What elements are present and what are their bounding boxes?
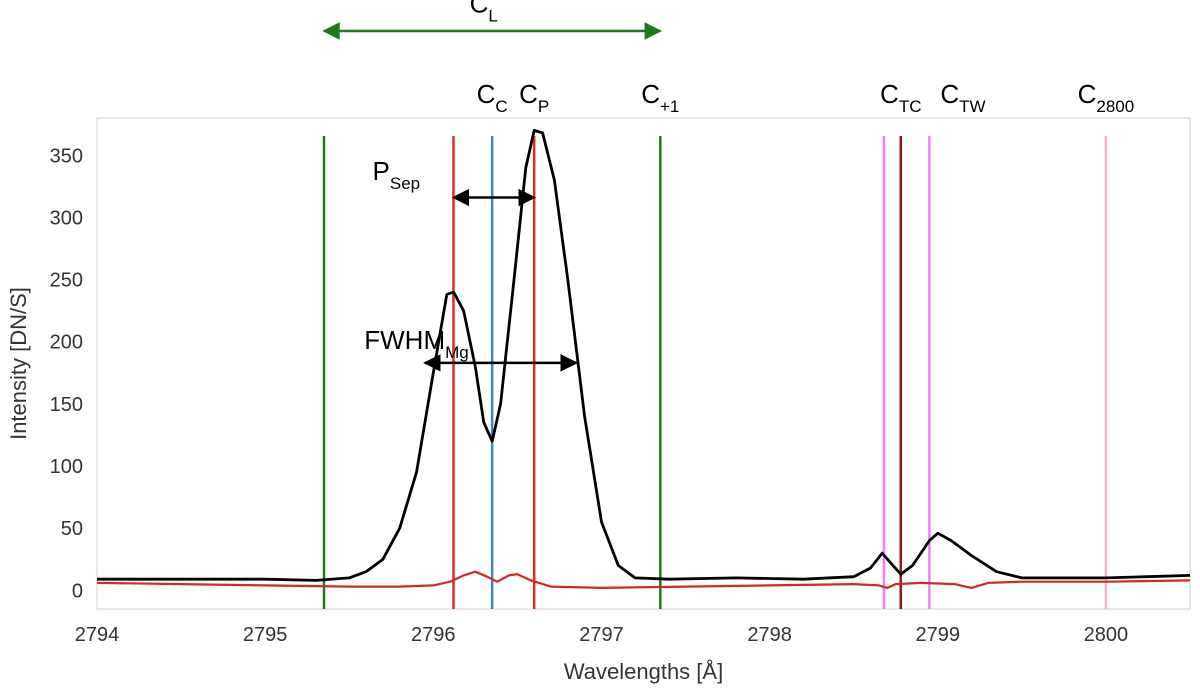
x-tick-label: 2799 [916, 624, 961, 646]
x-tick-label: 2797 [579, 624, 624, 646]
annotation-subscript: L [488, 6, 497, 25]
annotation-subscript: TW [959, 97, 985, 116]
y-tick-label: 0 [72, 580, 83, 602]
annotation-main: FWHM [364, 325, 445, 355]
annotation-subscript: Mg [445, 343, 469, 362]
annotation-subscript: C [495, 97, 507, 116]
series-line-1 [96, 570, 1191, 589]
annotation-label: PSep [373, 156, 421, 193]
annotation-main: P [373, 156, 390, 186]
annotation-main: C [519, 79, 538, 109]
annotation-main: C [477, 79, 496, 109]
annotation-main: C [880, 79, 899, 109]
x-tick-label: 2798 [747, 624, 792, 646]
x-tick-label: 2794 [75, 624, 120, 646]
annotation-subscript: TC [899, 97, 922, 116]
x-tick-label: 2795 [243, 624, 288, 646]
annotation-subscript: +1 [660, 97, 679, 116]
x-axis-title: Wavelengths [Å] [564, 659, 723, 684]
x-tick-label: 2800 [1084, 624, 1129, 646]
y-tick-label: 100 [50, 456, 83, 478]
annotation-main: C [470, 0, 489, 18]
annotation-label: CC [477, 79, 508, 116]
annotation-label: CL [470, 0, 498, 25]
y-tick-label: 50 [61, 518, 83, 540]
annotation-label: CP [519, 79, 549, 116]
annotation-main: C [1078, 79, 1097, 109]
y-tick-label: 150 [50, 394, 83, 416]
x-tick-label: 2796 [411, 624, 456, 646]
annotation-label: CTC [880, 79, 921, 116]
annotation-main: C [641, 79, 660, 109]
plot-area [96, 117, 1191, 610]
annotation-main: C [940, 79, 959, 109]
y-tick-label: 350 [50, 145, 83, 167]
annotation-label: C2800 [1078, 79, 1135, 116]
annotation-label: C+1 [641, 79, 679, 116]
annotation-label: FWHMMg [364, 325, 468, 362]
series-line-0 [97, 129, 1191, 582]
annotation-subscript: P [538, 97, 549, 116]
annotation-subscript: Sep [390, 174, 420, 193]
y-axis-title: Intensity [DN/S] [6, 287, 31, 440]
y-tick-label: 300 [50, 207, 83, 229]
annotation-label: CTW [940, 79, 985, 116]
annotation-subscript: 2800 [1096, 97, 1134, 116]
y-tick-label: 250 [50, 270, 83, 292]
y-tick-label: 200 [50, 332, 83, 354]
